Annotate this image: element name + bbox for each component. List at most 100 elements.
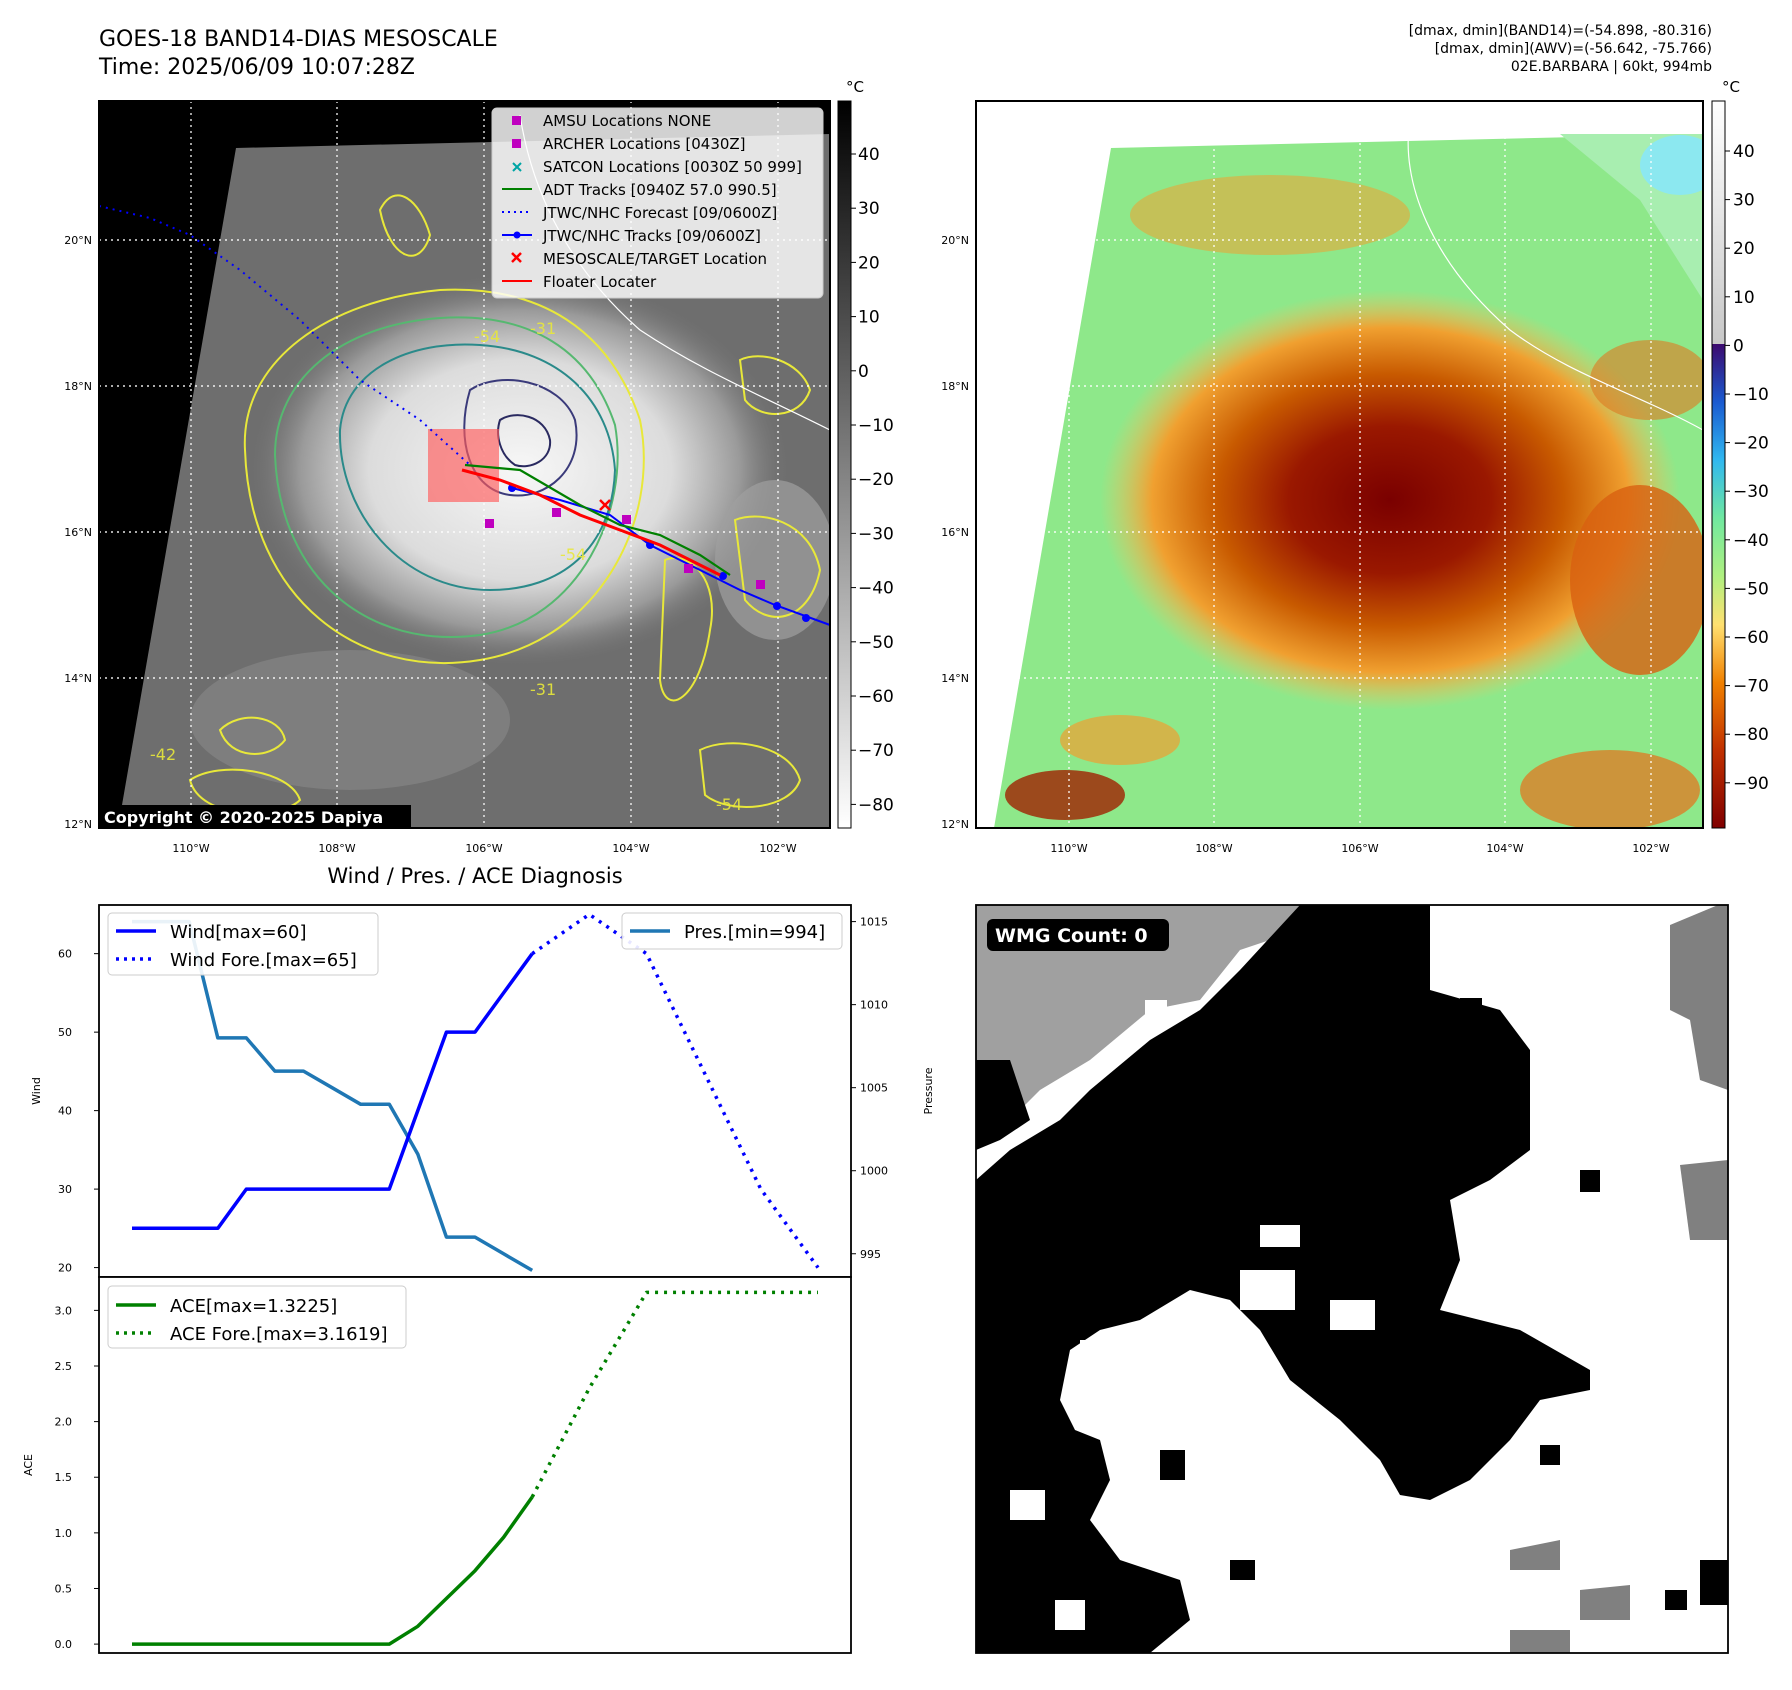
ir-lat-label: 12°N xyxy=(64,818,92,831)
wind-tick-label: 60 xyxy=(58,948,72,961)
ir-lat-label: 18°N xyxy=(64,380,92,393)
ir-lon-label: 110°W xyxy=(172,842,209,855)
ir-cbar-tick-label: 20 xyxy=(858,253,880,273)
wind-y-ticks: 20 30 40 50 60 xyxy=(58,948,99,1275)
wind-tick-label: 30 xyxy=(58,1183,72,1196)
legend-text-ace-fore: ACE Fore.[max=3.1619] xyxy=(170,1324,388,1345)
color-lon-label: 110°W xyxy=(1050,842,1087,855)
ace-y-ticks: 0.0 0.5 1.0 1.5 2.0 2.5 3.0 xyxy=(55,1304,99,1651)
ace-tick-label: 0.0 xyxy=(55,1638,73,1651)
ir-colorbar-unit: °C xyxy=(846,78,864,96)
ir-lat-label: 20°N xyxy=(64,234,92,247)
contour-label-3: -54 xyxy=(560,545,586,564)
color-cbar-tick-label: −10 xyxy=(1733,385,1769,405)
color-cbar-tick-label: −30 xyxy=(1733,482,1769,502)
legend-text-pres: Pres.[min=994] xyxy=(684,922,825,943)
ace-tick-label: 2.5 xyxy=(55,1360,73,1373)
best-track xyxy=(511,487,830,626)
legend-text-wind: Wind[max=60] xyxy=(170,922,307,943)
diagnosis-title: Wind / Pres. / ACE Diagnosis xyxy=(327,864,622,888)
pressure-y-ticks: 995 1000 1005 1010 1015 xyxy=(851,916,888,1261)
ir-lon-label: 104°W xyxy=(612,842,649,855)
ir-cbar-tick-label: −60 xyxy=(858,687,894,707)
ir-lat-label: 14°N xyxy=(64,672,92,685)
ace-line xyxy=(132,1495,534,1646)
ir-colorbar-ticks: 40 30 20 10 0 −10 −20 −30 −40 −50 −60 −70 −80 xyxy=(851,145,894,815)
wmg-badge-text: WMG Count: 0 xyxy=(995,925,1148,947)
color-lat-label: 16°N xyxy=(941,526,969,539)
ir-cbar-tick-label: 0 xyxy=(858,362,869,382)
color-cbar-tick-label: −90 xyxy=(1733,774,1769,794)
ir-cbar-tick-label: −10 xyxy=(858,416,894,436)
legend-marker-mesoscale xyxy=(511,252,522,263)
color-cbar-tick-label: 40 xyxy=(1733,142,1755,162)
color-enhanced-panel xyxy=(975,100,1704,829)
ir-lon-label: 106°W xyxy=(465,842,502,855)
color-lat-label: 18°N xyxy=(941,380,969,393)
color-lat-label: 20°N xyxy=(941,234,969,247)
title-line-2: Time: 2025/06/09 10:07:28Z xyxy=(99,55,415,80)
color-lat-label: 12°N xyxy=(941,818,969,831)
contour-label-5: -42 xyxy=(150,745,176,764)
legend-label-forecast: JTWC/NHC Forecast [09/0600Z] xyxy=(542,204,777,222)
color-lon-label: 108°W xyxy=(1195,842,1232,855)
legend-marker-satcon xyxy=(512,162,522,172)
adt-track xyxy=(464,463,731,576)
legend-label-amsu: AMSU Locations NONE xyxy=(543,112,711,130)
pressure-axis-label: Pressure xyxy=(922,1067,935,1114)
ir-lat-label: 16°N xyxy=(64,526,92,539)
ace-tick-label: 1.5 xyxy=(55,1471,73,1484)
info-block: [dmax, dmin](BAND14)=(-54.898, -80.316) … xyxy=(1409,22,1712,76)
wind-tick-label: 40 xyxy=(58,1105,72,1118)
ace-axis-label: ACE xyxy=(22,1454,35,1476)
ace-series-group xyxy=(132,1290,818,1646)
legend-marker-amsu xyxy=(512,116,521,125)
ir-legend: AMSU Locations NONE ARCHER Locations [04… xyxy=(491,107,824,299)
color-lon-label: 104°W xyxy=(1486,842,1523,855)
ir-cbar-tick-label: 30 xyxy=(858,199,880,219)
legend-label-floater: Floater Locater xyxy=(543,273,657,291)
ir-cbar-tick-label: −80 xyxy=(858,795,894,815)
ir-lon-label: 108°W xyxy=(318,842,355,855)
color-cbar-tick-label: −80 xyxy=(1733,725,1769,745)
contour-label-1: -54 xyxy=(474,327,500,346)
info-line-3: 02E.BARBARA | 60kt, 994mb xyxy=(1510,59,1712,75)
title-line-1: GOES-18 BAND14-DIAS MESOSCALE xyxy=(99,27,498,52)
color-cbar-tick-label: 0 xyxy=(1733,336,1744,356)
legend-label-satcon: SATCON Locations [0030Z 50 999] xyxy=(543,158,802,176)
legend-text-ace: ACE[max=1.3225] xyxy=(170,1296,337,1317)
ir-lon-label: 102°W xyxy=(759,842,796,855)
ir-cbar-tick-label: −30 xyxy=(858,524,894,544)
floater-locater xyxy=(461,468,721,577)
color-colorbar xyxy=(1711,100,1726,829)
ace-tick-label: 3.0 xyxy=(55,1304,73,1317)
pressure-tick-label: 1010 xyxy=(860,999,888,1012)
contour-label-4: -31 xyxy=(530,680,556,699)
ace-tick-label: 1.0 xyxy=(55,1527,73,1540)
legend-label-tracks: JTWC/NHC Tracks [09/0600Z] xyxy=(542,227,761,245)
ir-cbar-tick-label: −40 xyxy=(858,579,894,599)
wind-pressure-chart: 20 30 40 50 60 995 1000 1005 1010 1015 Wind Pres… xyxy=(30,904,935,1278)
wind-tick-label: 20 xyxy=(58,1262,72,1275)
ace-tick-label: 0.5 xyxy=(55,1582,73,1595)
color-colorbar-ticks: 40 30 20 10 0 −10 −20 −30 −40 −50 −60 −70 −80 −90 xyxy=(1725,142,1769,794)
color-cbar-tick-label: −50 xyxy=(1733,579,1769,599)
contour-label-2: -31 xyxy=(530,319,556,338)
color-cbar-tick-label: −60 xyxy=(1733,628,1769,648)
copyright-text: Copyright © 2020-2025 Dapiya xyxy=(104,808,383,827)
color-axis-labels: 20°N 18°N 16°N 14°N 12°N 110°W 108°W 106°W 104°W… xyxy=(941,234,1670,855)
mesoscale-target-box xyxy=(428,429,499,502)
ir-cbar-tick-label: −20 xyxy=(858,470,894,490)
color-lat-label: 14°N xyxy=(941,672,969,685)
info-line-1: [dmax, dmin](BAND14)=(-54.898, -80.316) xyxy=(1408,23,1712,39)
pressure-tick-label: 1005 xyxy=(860,1082,888,1095)
forecast-track xyxy=(99,205,471,466)
ace-tick-label: 2.0 xyxy=(55,1416,73,1429)
color-cbar-tick-label: 30 xyxy=(1733,191,1755,211)
legend-label-archer: ARCHER Locations [0430Z] xyxy=(543,135,746,153)
color-colorbar-unit: °C xyxy=(1722,78,1740,96)
ir-cbar-tick-label: −50 xyxy=(858,633,894,653)
wind-forecast-line xyxy=(531,912,820,1269)
pressure-tick-label: 1015 xyxy=(860,916,888,929)
wmg-badge xyxy=(987,919,1169,951)
